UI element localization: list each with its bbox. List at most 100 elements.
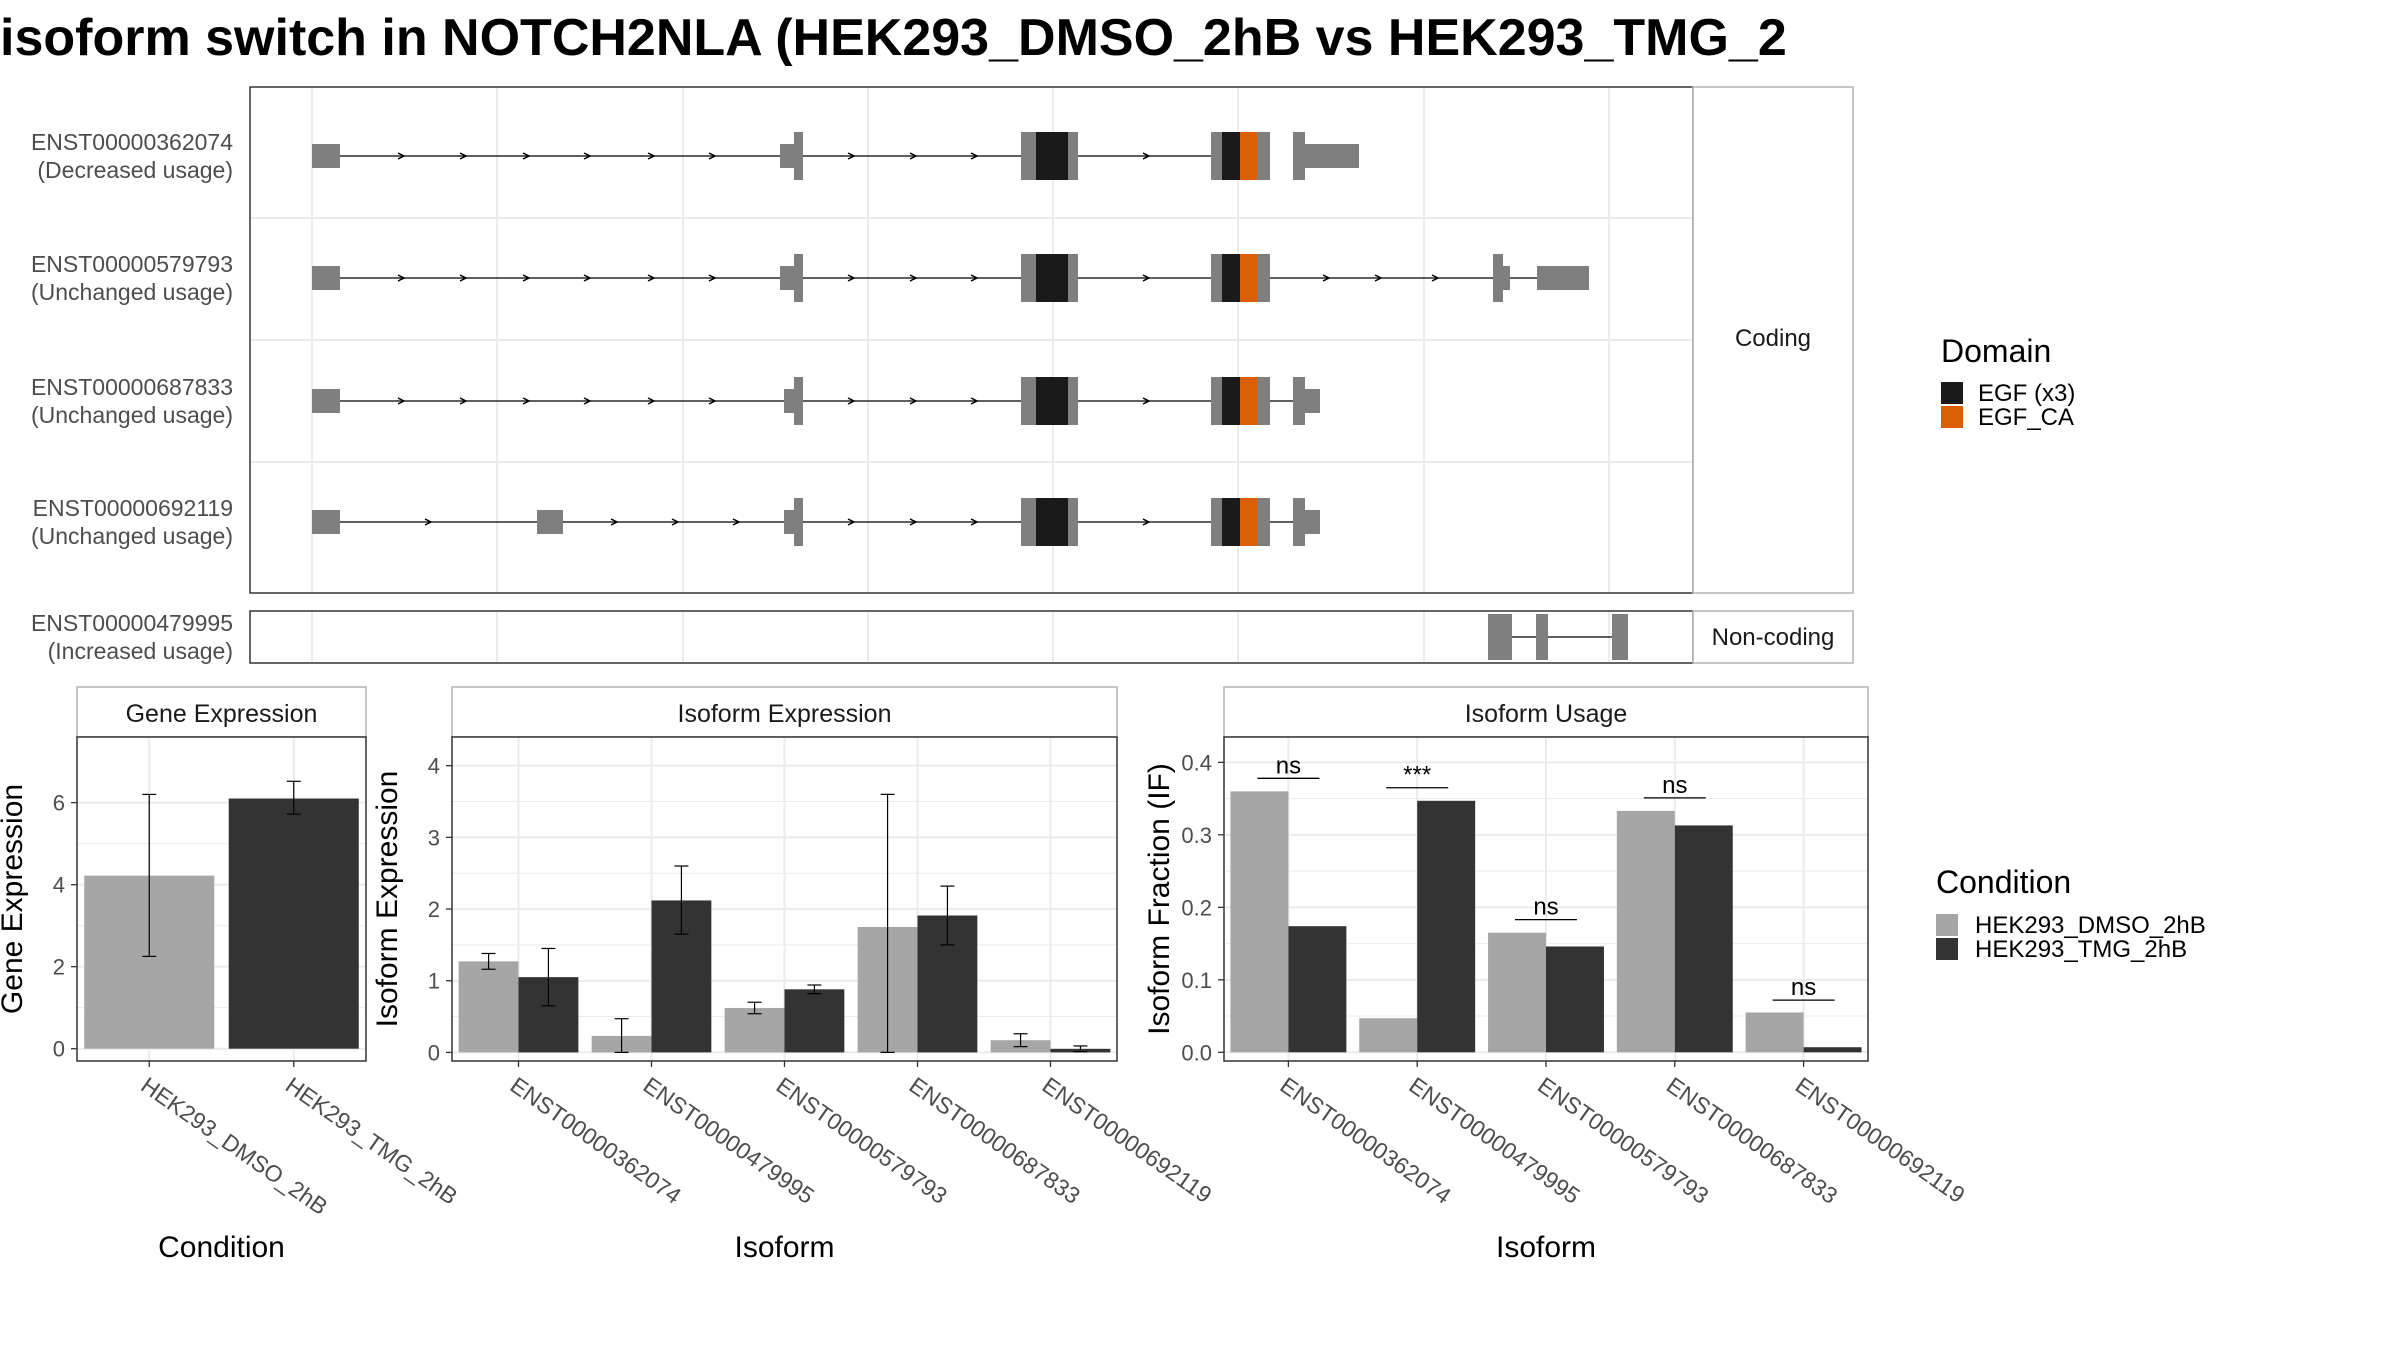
y-tick-label: 4 bbox=[428, 754, 440, 779]
facet-strip-noncoding bbox=[1692, 610, 1854, 664]
bar bbox=[1674, 825, 1733, 1053]
intron-arrow bbox=[909, 397, 918, 405]
y-tick-label: 0.3 bbox=[1181, 823, 1212, 848]
egf-domain bbox=[1046, 377, 1057, 425]
intron-arrow bbox=[847, 152, 856, 160]
egf-domain bbox=[1222, 498, 1234, 546]
intron-arrow bbox=[583, 397, 592, 405]
egf-domain bbox=[1046, 132, 1057, 180]
egf-domain bbox=[1036, 498, 1046, 546]
exon-block bbox=[1211, 377, 1222, 425]
intron-arrow bbox=[732, 518, 741, 526]
intron-arrow bbox=[847, 274, 856, 282]
exon-block bbox=[1612, 614, 1628, 660]
intron-arrow bbox=[970, 152, 979, 160]
exon-block bbox=[1257, 377, 1270, 425]
significance-label: ns bbox=[1662, 772, 1687, 799]
egf-domain bbox=[1222, 254, 1234, 302]
egf-domain bbox=[1222, 132, 1234, 180]
x-axis-title: Condition bbox=[158, 1231, 285, 1264]
isoform-row-label: ENST00000687833 bbox=[31, 374, 233, 400]
bar bbox=[1616, 810, 1675, 1053]
intron-arrow bbox=[847, 518, 856, 526]
intron-arrow bbox=[708, 397, 717, 405]
condition-legend-swatch bbox=[1936, 914, 1958, 936]
y-tick-label: 3 bbox=[428, 825, 440, 850]
intron-arrow bbox=[610, 518, 619, 526]
egf-domain bbox=[1036, 377, 1046, 425]
intron-arrow bbox=[909, 518, 918, 526]
isoform-usage-label: (Unchanged usage) bbox=[31, 402, 233, 428]
egf-domain bbox=[1057, 254, 1068, 302]
facet-label-noncoding: Non-coding bbox=[1712, 624, 1835, 651]
isoform-row-label: ENST00000692119 bbox=[33, 495, 233, 521]
x-axis-title: Isoform bbox=[734, 1231, 834, 1264]
exon-block bbox=[1211, 498, 1222, 546]
exon-block bbox=[1293, 498, 1305, 546]
expression-charts: Gene Expression0246HEK293_DMSO_2hBHEK293… bbox=[0, 686, 1970, 1264]
bar bbox=[1803, 1047, 1862, 1053]
intron-arrow bbox=[708, 152, 717, 160]
exon-block bbox=[784, 389, 794, 413]
intron-arrow bbox=[1142, 397, 1151, 405]
egf-domain bbox=[1234, 498, 1240, 546]
exon-block bbox=[784, 510, 794, 534]
egf-domain bbox=[1057, 498, 1068, 546]
exon-block bbox=[1536, 614, 1548, 660]
domain-legend-title: Domain bbox=[1941, 333, 2051, 369]
significance-label: ns bbox=[1533, 894, 1558, 921]
y-axis-title: Gene Expression bbox=[0, 784, 29, 1014]
intron-arrow bbox=[847, 397, 856, 405]
significance-label: ns bbox=[1276, 752, 1301, 779]
y-tick-label: 1 bbox=[428, 969, 440, 994]
transcript-structure-panel: Coding Non-coding ENST00000362074(Decrease… bbox=[31, 86, 1854, 664]
y-tick-label: 0 bbox=[53, 1037, 65, 1062]
exon-block bbox=[1488, 614, 1512, 660]
egf-domain bbox=[1046, 498, 1057, 546]
bar bbox=[1488, 932, 1546, 1053]
y-tick-label: 0.2 bbox=[1181, 895, 1212, 920]
egf-ca-domain bbox=[1240, 132, 1257, 180]
bar bbox=[228, 798, 359, 1049]
exon-block bbox=[1068, 254, 1078, 302]
exon-block bbox=[1257, 254, 1270, 302]
exon-block bbox=[1305, 389, 1320, 413]
chart-title: Gene Expression bbox=[126, 700, 318, 728]
exon-block bbox=[1021, 498, 1036, 546]
domain-legend: Domain EGF (x3)EGF_CA bbox=[1941, 333, 2075, 431]
chart-strip bbox=[451, 686, 1118, 738]
intron-arrow bbox=[522, 152, 531, 160]
bar bbox=[1546, 946, 1604, 1053]
egf-domain bbox=[1234, 377, 1240, 425]
isoform-row-label: ENST00000579793 bbox=[31, 251, 233, 277]
condition-legend-swatch bbox=[1936, 938, 1958, 960]
exon-block bbox=[1293, 377, 1305, 425]
exon-block bbox=[312, 510, 340, 534]
bar bbox=[1288, 926, 1347, 1053]
intron-arrow bbox=[583, 152, 592, 160]
exon-block bbox=[312, 389, 340, 413]
isoform-row-label: ENST00000362074 bbox=[31, 129, 233, 155]
noncoding-panel-frame bbox=[249, 610, 1694, 664]
intron-arrow bbox=[397, 274, 406, 282]
exon-block bbox=[794, 377, 803, 425]
intron-arrow bbox=[970, 518, 979, 526]
facet-strip-coding bbox=[1692, 86, 1854, 594]
intron-arrow bbox=[970, 397, 979, 405]
intron-arrow bbox=[909, 274, 918, 282]
intron-arrow bbox=[647, 274, 656, 282]
intron-arrow bbox=[424, 518, 433, 526]
intron-arrow bbox=[909, 152, 918, 160]
exon-block bbox=[794, 132, 803, 180]
exon-block bbox=[1021, 377, 1036, 425]
intron-arrow bbox=[459, 397, 468, 405]
isoform-usage-label: (Decreased usage) bbox=[37, 157, 233, 183]
intron-arrow bbox=[1431, 274, 1440, 282]
exon-block bbox=[1021, 254, 1036, 302]
intron-arrow bbox=[459, 152, 468, 160]
intron-arrow bbox=[459, 274, 468, 282]
page-title: isoform switch in NOTCH2NLA (HEK293_DMSO… bbox=[0, 9, 1787, 67]
exon-block bbox=[780, 266, 794, 290]
